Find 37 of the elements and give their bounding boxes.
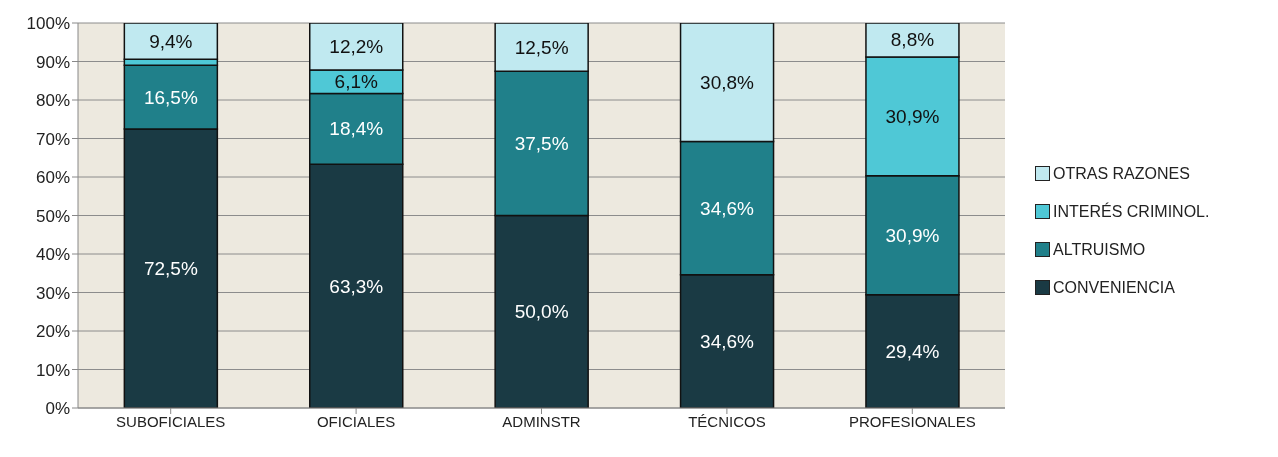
x-tick-label: PROFESIONALES: [848, 412, 976, 430]
y-tick-label: 60%: [35, 168, 70, 188]
data-label: 72,5%: [143, 257, 198, 279]
data-label: 18,4%: [329, 118, 384, 140]
data-label: 37,5%: [514, 132, 569, 154]
data-label: 34,6%: [700, 330, 755, 352]
x-tick-label: OFICIALES: [316, 412, 396, 430]
data-label: 12,2%: [329, 35, 384, 57]
y-tick-label: 50%: [35, 206, 70, 226]
data-label: 6,1%: [334, 71, 379, 93]
legend-label: OTRAS RAZONES: [1053, 164, 1190, 183]
x-tick-label: ADMINSTR: [502, 412, 581, 430]
data-label: 30,9%: [885, 105, 940, 127]
data-label: 34,6%: [700, 197, 755, 219]
x-tick-label: TÉCNICOS: [688, 412, 766, 430]
data-label: 16,5%: [143, 86, 198, 108]
y-tick-label: 30%: [35, 283, 70, 303]
x-tick-label: SUBOFICIALES: [116, 412, 226, 430]
y-tick-label: 0%: [45, 399, 70, 419]
y-tick-label: 90%: [35, 52, 70, 72]
data-label: 9,4%: [149, 30, 193, 52]
y-tick-label: 20%: [35, 322, 70, 342]
data-label: 30,8%: [700, 71, 755, 93]
data-label: 29,4%: [885, 340, 940, 362]
data-label: 50,0%: [514, 301, 569, 323]
data-label: 30,9%: [885, 224, 940, 246]
y-tick-label: 40%: [35, 245, 70, 265]
data-label: 8,8%: [890, 29, 935, 51]
y-tick-label: 100%: [26, 14, 70, 34]
legend-label: INTERÉS CRIMINOL.: [1053, 202, 1210, 221]
data-label: 12,5%: [514, 36, 569, 58]
legend-label: ALTRUISMO: [1053, 240, 1146, 259]
data-label: 63,3%: [329, 275, 384, 297]
legend-label: CONVENIENCIA: [1053, 278, 1175, 297]
y-tick-label: 80%: [35, 91, 70, 111]
y-tick-label: 10%: [35, 360, 70, 380]
y-tick-label: 70%: [35, 129, 70, 149]
